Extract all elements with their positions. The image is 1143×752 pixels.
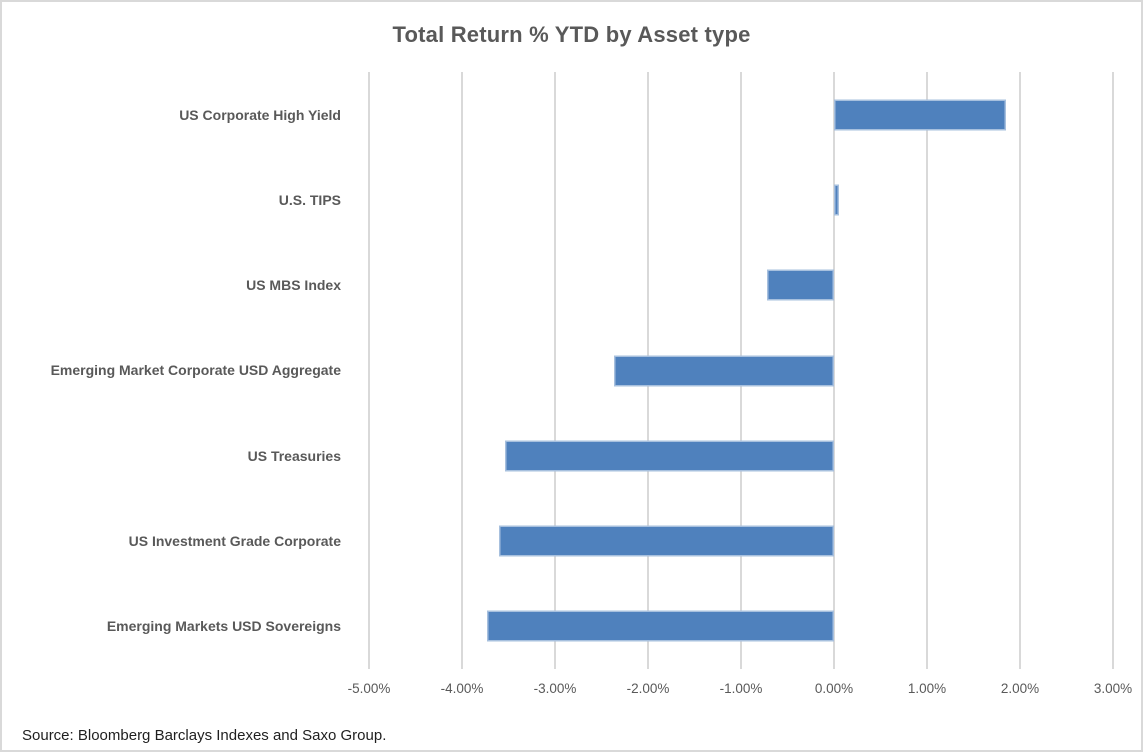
bar — [767, 269, 834, 301]
plot-area — [368, 72, 1114, 669]
x-axis-ticks: -5.00% -4.00% -3.00% -2.00% -1.00% 0.00% 1.00%… — [348, 681, 1133, 701]
x-axis-tick-label: -3.00% — [533, 681, 577, 696]
gridline — [1019, 72, 1021, 669]
bar — [834, 99, 1007, 131]
bar — [499, 525, 834, 557]
x-axis-tick-label: -5.00% — [347, 681, 391, 696]
x-axis-tick-label: 3.00% — [1093, 681, 1133, 696]
x-axis-tick-label: -2.00% — [626, 681, 670, 696]
gridline — [461, 72, 463, 669]
category-label: US MBS Index — [246, 277, 341, 294]
bar — [487, 610, 834, 642]
source-note: Source: Bloomberg Barclays Indexes and S… — [22, 727, 387, 744]
category-axis: US Corporate High Yield U.S. TIPS US MBS I… — [2, 72, 355, 669]
category-label: US Investment Grade Corporate — [128, 532, 341, 549]
category-label: Emerging Market Corporate USD Aggregate — [50, 362, 341, 379]
gridline — [554, 72, 556, 669]
x-axis-tick-label: 2.00% — [1000, 681, 1040, 696]
bar — [504, 440, 834, 472]
gridline — [833, 72, 835, 669]
gridline — [368, 72, 370, 669]
bar — [613, 355, 834, 386]
x-axis-tick-label: -1.00% — [719, 681, 763, 696]
x-axis-tick-label: -4.00% — [440, 681, 484, 696]
category-label: Emerging Markets USD Sovereigns — [106, 618, 341, 635]
gridline — [926, 72, 928, 669]
category-label: U.S. TIPS — [278, 191, 341, 208]
x-axis-tick-label: 0.00% — [814, 681, 854, 696]
gridline — [1112, 72, 1114, 669]
category-label: US Corporate High Yield — [179, 106, 341, 123]
category-label: US Treasuries — [247, 447, 341, 464]
bar — [834, 184, 839, 216]
x-axis-tick-label: 1.00% — [907, 681, 947, 696]
chart-title: Total Return % YTD by Asset type — [392, 22, 751, 47]
